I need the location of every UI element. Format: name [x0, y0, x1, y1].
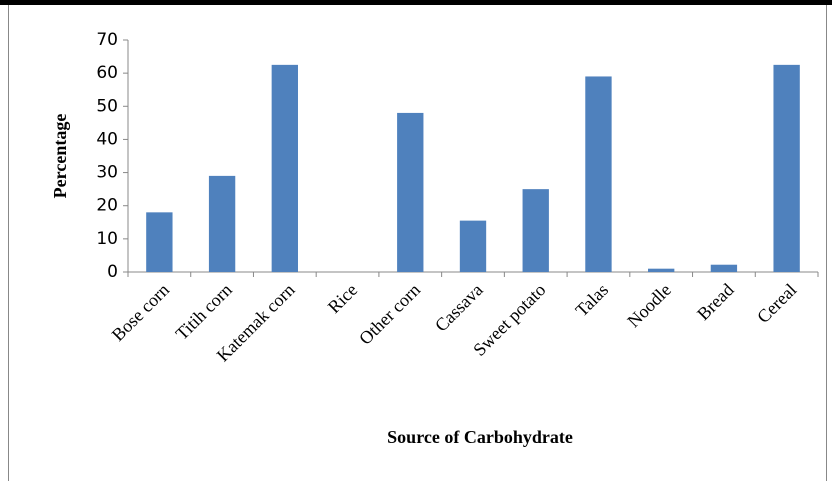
bar	[459, 220, 487, 272]
bar	[397, 112, 424, 273]
bar	[648, 268, 675, 272]
y-tick-label: 0	[107, 262, 118, 282]
x-tick-label: Cereal	[753, 280, 800, 327]
y-axis-label: Percentage	[50, 114, 70, 199]
y-tick-label: 40	[96, 129, 118, 149]
x-tick-label: Cassava	[431, 280, 487, 336]
y-tick-label: 20	[96, 196, 118, 216]
y-tick-label: 10	[96, 229, 118, 249]
y-tick-label: 30	[96, 163, 118, 183]
bar	[585, 76, 612, 272]
x-tick-label: Talas	[571, 280, 612, 321]
bar	[773, 64, 800, 272]
x-tick-label: Noodle	[623, 280, 675, 332]
bar	[146, 212, 173, 272]
y-tick-label: 50	[96, 96, 118, 116]
x-tick-label: Titih corn	[172, 280, 236, 344]
top-border	[0, 0, 832, 5]
y-tick-label: 70	[96, 30, 118, 50]
bar	[710, 264, 738, 272]
x-tick-label: Other corn	[355, 280, 424, 349]
x-axis-label: Source of Carbohydrate	[387, 427, 573, 447]
y-tick-label: 60	[96, 63, 118, 83]
x-tick-label: Bose corn	[108, 280, 173, 345]
x-tick-label: Bread	[693, 280, 738, 325]
bar	[208, 175, 236, 272]
bar	[522, 189, 549, 272]
x-tick-label: Rice	[324, 280, 361, 317]
bar	[271, 64, 298, 272]
